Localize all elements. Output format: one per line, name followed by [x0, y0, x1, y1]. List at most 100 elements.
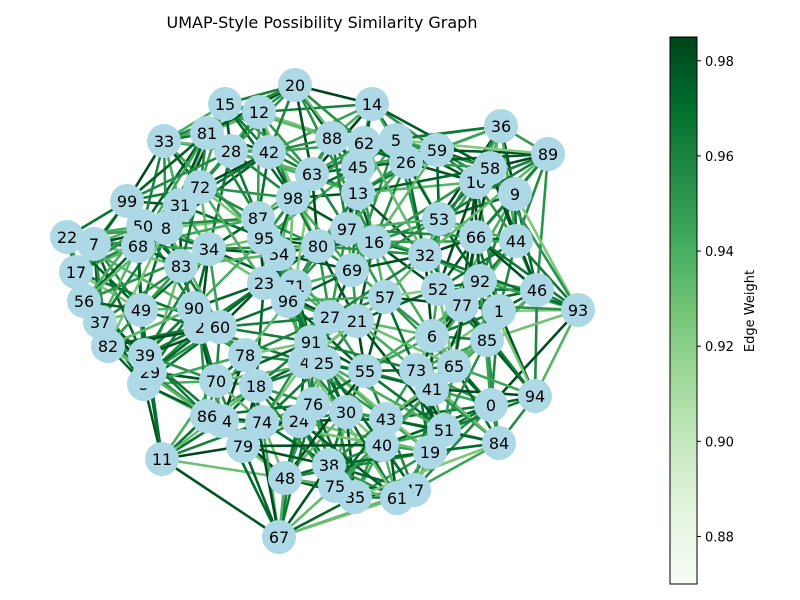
node-95: 95 — [247, 221, 281, 255]
node-label-12: 12 — [249, 103, 269, 122]
node-68: 68 — [121, 229, 155, 263]
node-circle-74 — [245, 405, 279, 439]
node-label-52: 52 — [428, 280, 448, 299]
colorbar-tick-label-0.96: 0.96 — [705, 150, 734, 165]
node-74: 74 — [245, 405, 279, 439]
node-label-65: 65 — [444, 357, 464, 376]
node-80: 80 — [301, 229, 335, 263]
edge-62-32 — [362, 141, 427, 257]
edge-28-13 — [229, 149, 360, 195]
node-label-95: 95 — [254, 229, 274, 248]
node-label-49: 49 — [131, 301, 151, 320]
colorbar: 0.88 0.90 0.92 0.94 0.96 0.98 Edge Weight — [669, 36, 758, 585]
node-11: 11 — [145, 442, 179, 476]
node-circle-33 — [147, 124, 181, 158]
edge-47-0 — [412, 403, 493, 492]
node-circle-65 — [437, 349, 471, 383]
node-90: 90 — [177, 291, 211, 325]
node-circle-72 — [183, 170, 217, 204]
node-circle-43 — [369, 402, 403, 436]
node-label-84: 84 — [489, 434, 509, 453]
edge-11-74 — [160, 420, 264, 461]
node-label-9: 9 — [510, 185, 520, 204]
node-23: 23 — [247, 266, 281, 300]
node-70: 70 — [199, 364, 233, 398]
node-42: 42 — [252, 135, 286, 169]
node-label-59: 59 — [427, 141, 447, 160]
node-label-82: 82 — [98, 337, 118, 356]
node-label-90: 90 — [184, 299, 204, 318]
node-circle-96 — [271, 284, 305, 318]
node-label-11: 11 — [152, 450, 172, 469]
node-label-15: 15 — [215, 95, 235, 114]
node-label-2: 2 — [195, 318, 205, 337]
node-49: 49 — [124, 293, 158, 327]
node-46: 46 — [520, 273, 554, 307]
node-label-96: 96 — [278, 292, 298, 311]
node-96: 96 — [271, 284, 305, 318]
node-40: 40 — [365, 428, 399, 462]
node-53: 53 — [422, 202, 456, 236]
node-12: 12 — [242, 95, 276, 129]
node-84: 84 — [482, 426, 516, 460]
node-99: 99 — [110, 184, 144, 218]
node-label-14: 14 — [362, 95, 382, 114]
node-label-20: 20 — [285, 76, 305, 95]
node-circle-48 — [268, 461, 302, 495]
node-65: 65 — [437, 349, 471, 383]
node-label-80: 80 — [308, 237, 328, 256]
colorbar-tick-label-0.88: 0.88 — [705, 530, 734, 545]
node-label-32: 32 — [415, 246, 435, 265]
node-circle-97 — [330, 212, 364, 246]
edge-63-71 — [293, 172, 314, 288]
edge-12-80 — [257, 110, 320, 248]
node-label-0: 0 — [486, 396, 496, 415]
node-21: 21 — [340, 304, 374, 338]
colorbar-tick-label-0.90: 0.90 — [705, 435, 734, 450]
node-51: 51 — [427, 413, 461, 447]
node-circle-93 — [561, 293, 595, 327]
node-13: 13 — [341, 176, 375, 210]
node-48: 48 — [268, 461, 302, 495]
node-label-43: 43 — [376, 410, 396, 429]
node-circle-77 — [445, 288, 479, 322]
node-circle-36 — [484, 109, 518, 143]
node-circle-56 — [67, 284, 101, 318]
node-label-51: 51 — [434, 421, 454, 440]
node-circle-51 — [427, 413, 461, 447]
node-label-92: 92 — [470, 272, 490, 291]
node-circle-63 — [295, 157, 329, 191]
node-label-39: 39 — [135, 346, 155, 365]
node-circle-66 — [459, 220, 493, 254]
node-circle-14 — [355, 87, 389, 121]
node-label-98: 98 — [283, 189, 303, 208]
node-label-81: 81 — [197, 124, 217, 143]
edge-51-25 — [322, 361, 446, 432]
node-label-21: 21 — [347, 312, 367, 331]
node-33: 33 — [147, 124, 181, 158]
edge-44-16 — [372, 239, 518, 244]
node-circle-6 — [415, 319, 449, 353]
node-63: 63 — [295, 157, 329, 191]
node-circle-11 — [145, 442, 179, 476]
node-circle-84 — [482, 426, 516, 460]
node-label-97: 97 — [337, 220, 357, 239]
node-57: 57 — [368, 280, 402, 314]
node-81: 81 — [190, 116, 224, 150]
edge-81-99 — [125, 131, 209, 203]
edge-79-40 — [241, 443, 384, 448]
node-label-86: 86 — [197, 407, 217, 426]
node-26: 26 — [389, 145, 423, 179]
node-91: 91 — [294, 325, 328, 359]
node-label-89: 89 — [538, 145, 558, 164]
node-circle-89 — [531, 137, 565, 171]
node-label-18: 18 — [246, 377, 266, 396]
node-label-88: 88 — [322, 129, 342, 148]
node-label-22: 22 — [57, 228, 77, 247]
node-circle-52 — [421, 272, 455, 306]
node-circle-46 — [520, 273, 554, 307]
node-label-94: 94 — [525, 387, 545, 406]
node-34: 34 — [192, 232, 226, 266]
node-label-23: 23 — [254, 274, 274, 293]
